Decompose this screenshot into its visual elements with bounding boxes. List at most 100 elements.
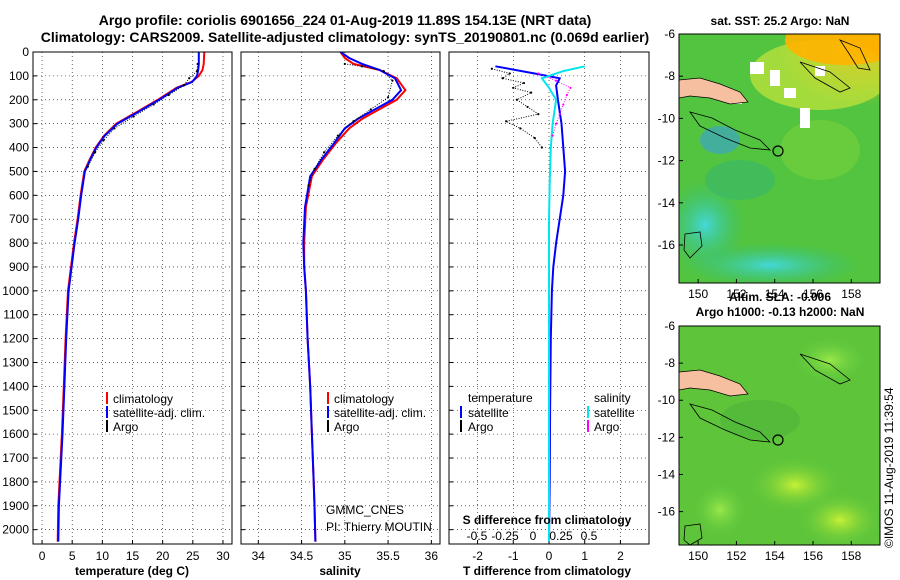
depth-tick-label: 1500: [2, 403, 29, 417]
salinity-grid: [241, 51, 440, 544]
legend-s-satellite-label: satellite: [594, 406, 635, 420]
difference-panel: -2 -1 0 1 2 -0.5 -0.25 0 0.25 0.5 S difference f…: [448, 51, 650, 578]
sla-map-title: Altim. SLA: -0.006: [729, 290, 831, 304]
depth-tick-label: 900: [9, 260, 29, 274]
x-tick-label: 34.5: [290, 549, 314, 563]
depth-tick-label: 800: [9, 236, 29, 250]
map-y-tick-label: -12: [658, 154, 676, 168]
difference-plot-frame: [448, 51, 650, 545]
salinity-diff-tick-label: -0.5: [467, 529, 488, 543]
x-tick-label: 15: [126, 549, 140, 563]
legend-satellite-label: satellite-adj. clim.: [113, 406, 205, 420]
sla-map-panel: Altim. SLA: -0.006 Argo h1000: -0.13 h20…: [658, 290, 881, 563]
depth-tick-label: 400: [9, 141, 29, 155]
series-line-t-satellite: [495, 65, 567, 542]
series-line-satellite-adj--clim-: [57, 52, 200, 542]
depth-tick-label: 500: [9, 164, 29, 178]
map-x-tick-label: 150: [688, 549, 708, 563]
imos-credit: ©IMOS 11-Aug-2019 11:39:54: [882, 387, 896, 548]
map-x-tick-label: 154: [765, 287, 785, 301]
depth-tick-label: 0: [22, 45, 29, 59]
salinity-legend: climatology satellite-adj. clim. Argo: [327, 392, 426, 434]
map-x-tick-label: 158: [841, 549, 861, 563]
depth-tick-label: 200: [9, 93, 29, 107]
x-tick-label: 5: [69, 549, 76, 563]
argo-profile-line: [491, 68, 543, 148]
x-tick-label: 30: [216, 549, 230, 563]
x-tick-label: 34: [252, 549, 266, 563]
x-tick-label: 0: [39, 549, 46, 563]
salinity-diff-tick-label: 0.25: [549, 529, 573, 543]
depth-tick-label: 1400: [2, 379, 29, 393]
sst-map-yticks: -6 -8 -10 -12 -14 -16: [658, 27, 683, 252]
map-y-tick-label: -8: [664, 69, 675, 83]
depth-tick-label: 1000: [2, 284, 29, 298]
map-x-tick-label: 156: [803, 287, 823, 301]
argo-profile-line: [308, 63, 393, 186]
gmmc-cnes-annotation: GMMC_CNES: [326, 503, 404, 517]
map-x-tick-label: 154: [765, 549, 785, 563]
legend-t-argo-label: Argo: [468, 420, 494, 434]
argo-profile-line: [538, 73, 572, 136]
x-tick-label: 0: [546, 549, 553, 563]
sla-map-title2: Argo h1000: -0.13 h2000: NaN: [696, 305, 865, 319]
sla-argo-position-marker: [772, 434, 784, 446]
x-tick-label: 25: [186, 549, 200, 563]
temperature-series: [56, 52, 206, 542]
map-y-tick-label: -12: [658, 430, 676, 444]
depth-axis: 0 100 200 300 400 500 600 700 800 900 1000 1100 1200…: [2, 45, 29, 537]
legend-s-argo-label: Argo: [594, 420, 620, 434]
depth-tick-label: 100: [9, 69, 29, 83]
legend-climatology-label: climatology: [334, 392, 394, 406]
legend-climatology-label: climatology: [113, 392, 173, 406]
map-x-tick-label: 158: [841, 287, 861, 301]
salinity-series: [302, 52, 407, 542]
map-x-tick-label: 156: [803, 549, 823, 563]
sla-map-yticks: -6 -8 -10 -12 -14 -16: [658, 319, 683, 519]
figure-title-line1: Argo profile: coriolis 6901656_224 01-Au…: [99, 12, 592, 28]
depth-tick-label: 1800: [2, 475, 29, 489]
map-x-tick-label: 152: [726, 287, 746, 301]
x-tick-label: 2: [617, 549, 624, 563]
temperature-xlabel: temperature (deg C): [75, 564, 189, 578]
depth-tick-label: 1900: [2, 499, 29, 513]
legend-temperature-title: temperature: [468, 391, 533, 405]
depth-tick-label: 1200: [2, 332, 29, 346]
map-y-tick-label: -6: [664, 319, 675, 333]
legend-salinity-title: salinity: [594, 391, 631, 405]
temperature-grid: [33, 51, 232, 544]
depth-tick-label: 1300: [2, 355, 29, 369]
argo-data-point: [86, 165, 89, 168]
x-tick-label: 36: [425, 549, 439, 563]
salinity-difference-xlabel: S difference from climatology: [463, 513, 632, 527]
salinity-plot-frame: [240, 51, 441, 545]
temperature-legend: climatology satellite-adj. clim. Argo: [106, 392, 205, 434]
map-y-tick-label: -6: [664, 27, 675, 41]
salinity-diff-tick-label: 0: [530, 529, 537, 543]
temperature-difference-xlabel: T difference from climatology: [463, 564, 631, 578]
sst-map-frame: [678, 33, 881, 284]
salinity-diff-tick-label: 0.5: [581, 529, 598, 543]
salinity-xlabel: salinity: [319, 564, 361, 578]
sla-map-frame: [678, 325, 881, 546]
map-y-tick-label: -16: [658, 505, 676, 519]
sst-argo-position-marker: [772, 145, 784, 157]
figure-title-line2: Climatology: CARS2009. Satellite-adjuste…: [41, 29, 649, 45]
difference-salinity-xticks: -0.5 -0.25 0 0.25 0.5: [467, 529, 598, 543]
x-tick-label: 35.5: [376, 549, 400, 563]
map-y-tick-label: -14: [658, 467, 676, 481]
depth-tick-label: 1100: [3, 308, 29, 322]
x-tick-label: 35: [338, 549, 352, 563]
map-y-tick-label: -16: [658, 238, 676, 252]
series-line-s-satellite: [540, 65, 585, 542]
map-y-tick-label: -10: [658, 111, 676, 125]
pi-annotation: PI: Thierry MOUTIN: [326, 520, 432, 534]
sla-map-xticks: 150 152 154 156 158: [688, 541, 862, 563]
difference-xticks: -2 -1 0 1 2: [472, 549, 624, 563]
legend-argo-label: Argo: [113, 420, 139, 434]
sst-map-title: sat. SST: 25.2 Argo: NaN: [711, 14, 850, 28]
x-tick-label: 10: [96, 549, 110, 563]
difference-legend: temperature satellite Argo salinity sate…: [460, 391, 635, 434]
map-y-tick-label: -10: [658, 393, 676, 407]
